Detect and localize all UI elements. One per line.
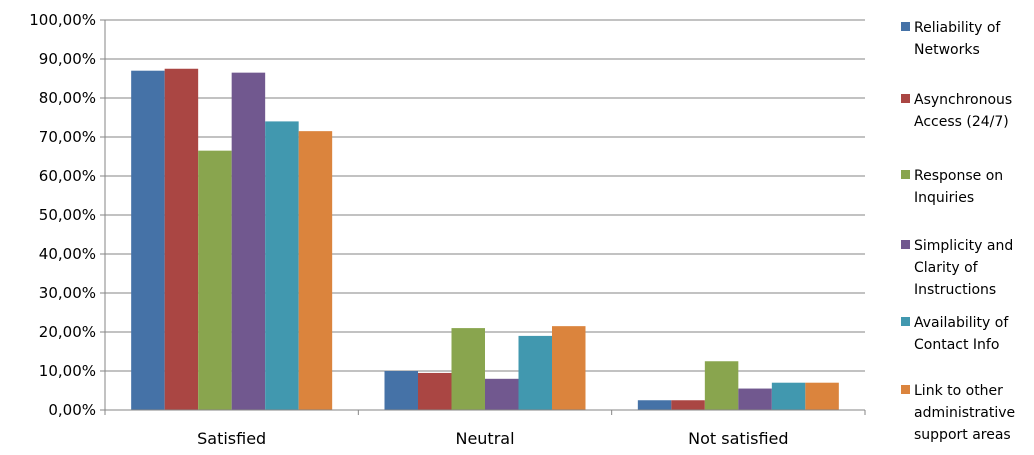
legend-label: Response on [914,168,1003,184]
legend-label: Networks [914,42,980,58]
legend-swatch [901,385,910,394]
y-tick-label: 60,00% [39,167,96,185]
bars [131,68,839,411]
y-tick-label: 10,00% [39,362,96,380]
legend-label: Contact Info [914,337,999,353]
legend-swatch [901,240,910,249]
legend-label: Link to other [914,383,1003,399]
bar [771,382,806,410]
bar [704,361,739,410]
bar [164,68,199,410]
y-tick-label: 90,00% [39,50,96,68]
y-tick-label: 0,00% [48,401,96,419]
y-tick-label: 80,00% [39,89,96,107]
legend-label: support areas [914,427,1011,443]
legend-label: Simplicity and [914,238,1013,254]
legend-item: Simplicity and Clarity of Instructions [901,238,1013,298]
x-axis-category-labels: Satisfied Neutral Not satisfied [197,429,788,448]
legend-label: administrative [914,405,1015,421]
y-axis-tick-labels: 0,00% 10,00% 20,00% 30,00% 40,00% 50,00% 60,00… [29,11,105,419]
x-category-label: Not satisfied [688,429,788,448]
bar [738,388,772,410]
bar [198,150,232,410]
y-tick-label: 30,00% [39,284,96,302]
legend-item: Reliability of Networks [901,20,1001,58]
legend-label: Asynchronous [914,92,1012,108]
bar [805,382,839,410]
bar [451,328,485,410]
bar [485,378,519,410]
legend-label: Access (24/7) [914,114,1009,130]
bar [131,70,165,410]
bar [637,400,672,410]
y-tick-label: 20,00% [39,323,96,341]
legend-item: Response on Inquiries [901,168,1003,206]
bar [384,371,418,410]
legend: Reliability of Networks Asynchronous Access… [901,20,1015,443]
y-tick-label: 70,00% [39,128,96,146]
bar [518,335,552,410]
legend-swatch [901,22,910,31]
legend-item: Link to other administrative support areas [901,383,1015,443]
legend-label: Availability of [914,315,1009,331]
legend-label: Reliability of [914,20,1001,36]
axes [104,20,866,415]
legend-label: Inquiries [914,190,974,206]
legend-swatch [901,94,910,103]
legend-swatch [901,317,910,326]
legend-item: Asynchronous Access (24/7) [901,92,1012,130]
legend-label: Clarity of [914,260,979,276]
bar [231,72,266,411]
y-tick-label: 40,00% [39,245,96,263]
legend-swatch [901,170,910,179]
legend-item: Availability of Contact Info [901,315,1009,353]
bar [418,372,452,410]
y-tick-label: 50,00% [39,206,96,224]
x-category-label: Neutral [455,429,514,448]
y-tick-label: 100,00% [29,11,96,29]
bar [671,400,705,410]
legend-label: Instructions [914,282,996,298]
bar [298,131,333,410]
bar [265,121,299,411]
bar [552,326,586,410]
x-category-label: Satisfied [197,429,266,448]
